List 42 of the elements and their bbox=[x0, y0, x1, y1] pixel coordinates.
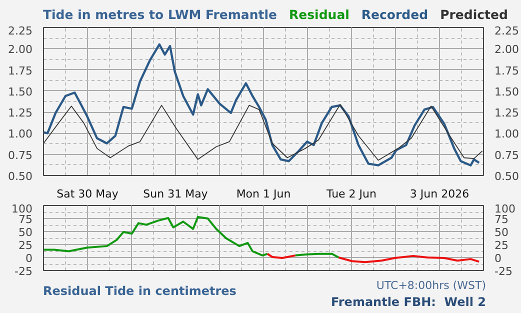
chart-title: Tide in metres to LWM Fremantle bbox=[43, 6, 278, 24]
y2-tick-label: 1.75 bbox=[494, 64, 519, 78]
y-tick-label: 25 bbox=[18, 239, 33, 252]
y2-tick-label: -25 bbox=[494, 265, 512, 278]
y-tick-label: -25 bbox=[14, 265, 32, 278]
text: Residual bbox=[289, 7, 350, 22]
x-tick-label: 3 Jun 2026 bbox=[410, 188, 470, 200]
y-tick-label: 0.50 bbox=[8, 170, 33, 183]
y2-tick-label: 1.25 bbox=[494, 106, 519, 120]
y2-tick-label: 100 bbox=[494, 202, 516, 216]
y2-tick-label: 50 bbox=[494, 226, 508, 239]
y-tick-label: 1.25 bbox=[8, 106, 33, 120]
y2-tick-label: 0 bbox=[494, 252, 502, 265]
text: Residual Tide in centimetres bbox=[43, 283, 236, 300]
text: Fremantle FBH: Well 2 bbox=[330, 294, 486, 311]
y-tick-label: 1.50 bbox=[8, 85, 33, 98]
x-tick-label: Mon 1 Jun bbox=[236, 188, 291, 200]
text: UTC+8:00hrs (WST) bbox=[375, 278, 486, 294]
x-tick-label: Sat 30 May bbox=[56, 188, 119, 200]
line-series bbox=[44, 104, 483, 161]
y-tick-label: 2.00 bbox=[8, 43, 33, 56]
y2-tick-label: 2.00 bbox=[494, 43, 519, 56]
y-tick-label: 50 bbox=[18, 226, 33, 239]
y2-tick-label: 25 bbox=[494, 239, 508, 252]
y-tick-label: 75 bbox=[18, 213, 33, 226]
y-tick-label: 2.25 bbox=[8, 24, 33, 38]
y2-tick-label: 1.00 bbox=[494, 128, 519, 141]
y-tick-label: 1.00 bbox=[8, 128, 33, 141]
y2-tick-label: 2.25 bbox=[494, 24, 519, 38]
y2-tick-label: 75 bbox=[494, 213, 508, 226]
y2-tick-label: 1.50 bbox=[494, 85, 519, 98]
y-tick-label: 1.75 bbox=[8, 64, 33, 78]
text: Recorded bbox=[361, 7, 428, 22]
y2-tick-label: 0.50 bbox=[494, 170, 519, 183]
x-tick-label: Sun 31 May bbox=[143, 188, 208, 200]
y-tick-label: 0.75 bbox=[8, 148, 33, 162]
line-series bbox=[44, 43, 480, 166]
x-tick-label: Tue 2 Jun bbox=[326, 188, 377, 200]
y-tick-label: 100 bbox=[12, 202, 33, 216]
y-tick-label: 0 bbox=[26, 252, 32, 265]
y2-tick-label: 0.75 bbox=[494, 148, 519, 162]
text: Predicted bbox=[440, 7, 508, 22]
